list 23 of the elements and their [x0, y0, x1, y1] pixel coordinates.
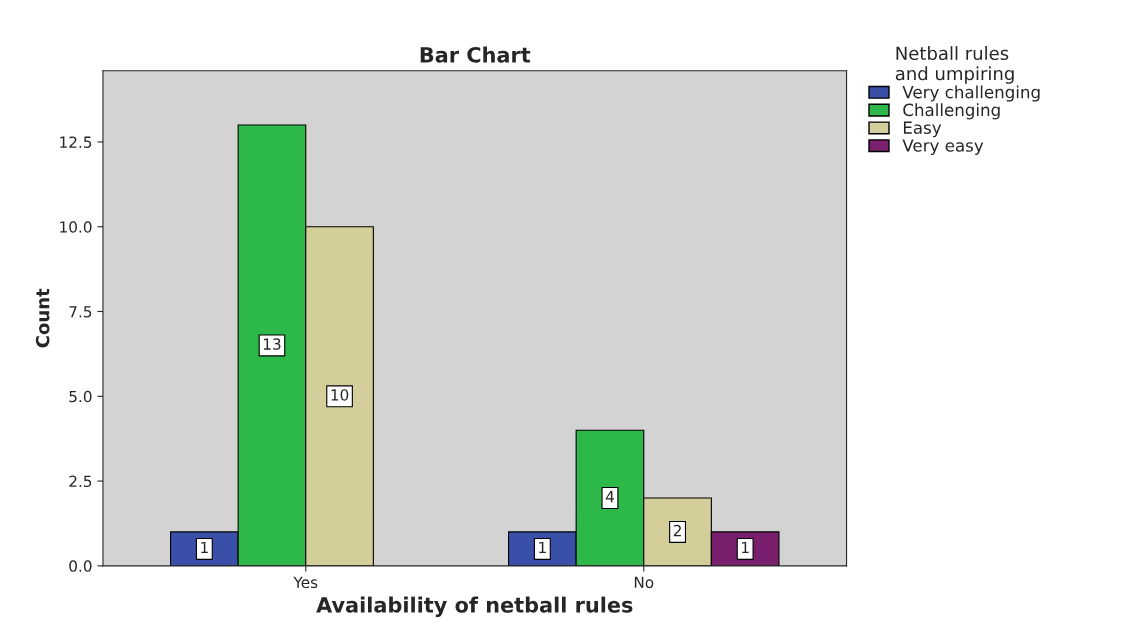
legend-label: Challenging — [903, 103, 1000, 120]
x-axis-title: Availability of netball rules — [316, 596, 633, 617]
y-tick-label: 12.5 — [60, 136, 92, 148]
data-label: 1 — [741, 541, 749, 554]
legend-label: Very challenging — [902, 85, 1040, 102]
data-label: 10 — [331, 389, 349, 401]
data-label: 4 — [605, 491, 614, 503]
chart-title: Bar Chart — [420, 46, 531, 63]
x-tick-label: Yes — [293, 576, 318, 589]
y-tick-label: 10.0 — [60, 221, 92, 233]
y-tick-label: 7.5 — [69, 306, 92, 318]
y-tick-label: 5.0 — [69, 390, 92, 403]
x-tick-label: No — [634, 576, 654, 589]
y-tick-label: 0.0 — [69, 560, 92, 572]
data-label: 13 — [263, 338, 281, 350]
data-label: 2 — [673, 524, 681, 537]
y-tick-label: 2.5 — [69, 475, 92, 488]
y-axis-title: Count — [35, 288, 50, 348]
data-label: 1 — [539, 541, 546, 554]
data-label: 1 — [201, 541, 208, 554]
legend-label: Easy — [903, 121, 942, 138]
legend-title: Netball rules and umpiring — [895, 46, 1014, 84]
legend-label: Very easy — [902, 139, 984, 155]
